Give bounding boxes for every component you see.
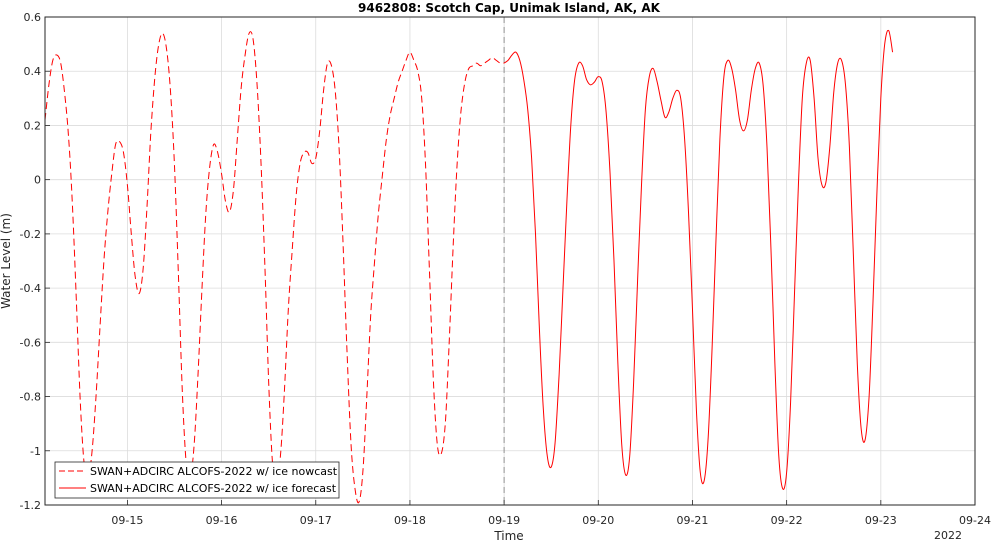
x-tick-label: 09-18 bbox=[394, 514, 426, 527]
nowcast-series-line bbox=[44, 31, 505, 504]
y-axis-ticks: -1.2 -1 -0.8 -0.6 -0.4 -0.2 0 0.2 0.4 0.6 bbox=[20, 11, 50, 512]
y-tick-label: 0.6 bbox=[24, 11, 42, 24]
y-tick-label: -0.8 bbox=[20, 391, 41, 404]
x-tick-label: 09-22 bbox=[771, 514, 803, 527]
x-axis-title: Time bbox=[493, 529, 523, 541]
y-tick-label: 0 bbox=[34, 174, 41, 187]
y-tick-label: -1.2 bbox=[20, 499, 41, 512]
legend-nowcast-label: SWAN+ADCIRC ALCOFS-2022 w/ ice nowcast bbox=[90, 465, 338, 478]
x-tick-label: 09-17 bbox=[300, 514, 332, 527]
y-tick-label: 0.2 bbox=[24, 119, 42, 132]
legend-forecast-label: SWAN+ADCIRC ALCOFS-2022 w/ ice forecast bbox=[90, 482, 337, 495]
y-tick-label: -0.2 bbox=[20, 228, 41, 241]
forecast-series-line bbox=[503, 29, 894, 490]
series-layer bbox=[44, 29, 894, 504]
y-tick-label: -0.4 bbox=[20, 282, 41, 295]
x-tick-label: 09-19 bbox=[488, 514, 520, 527]
y-axis-title: Water Level (m) bbox=[0, 213, 13, 309]
x-tick-label: 09-20 bbox=[582, 514, 614, 527]
y-tick-label: 0.4 bbox=[24, 65, 42, 78]
x-year-label: 2022 bbox=[934, 529, 962, 541]
x-tick-label: 09-21 bbox=[676, 514, 708, 527]
x-tick-label: 09-15 bbox=[111, 514, 143, 527]
legend-box bbox=[54, 461, 340, 499]
legend: SWAN+ADCIRC ALCOFS-2022 w/ ice nowcast S… bbox=[54, 461, 340, 499]
x-tick-label: 09-24 bbox=[959, 514, 991, 527]
chart-title: 9462808: Scotch Cap, Unimak Island, AK, … bbox=[358, 1, 661, 15]
x-tick-label: 09-23 bbox=[865, 514, 897, 527]
y-tick-label: -0.6 bbox=[20, 336, 41, 349]
y-tick-label: -1 bbox=[30, 445, 41, 458]
x-tick-label: 09-16 bbox=[206, 514, 238, 527]
plot-frame bbox=[44, 16, 976, 506]
x-axis-ticks: 09-15 09-16 09-17 09-18 09-19 09-20 09-21 09-22… bbox=[111, 500, 991, 527]
